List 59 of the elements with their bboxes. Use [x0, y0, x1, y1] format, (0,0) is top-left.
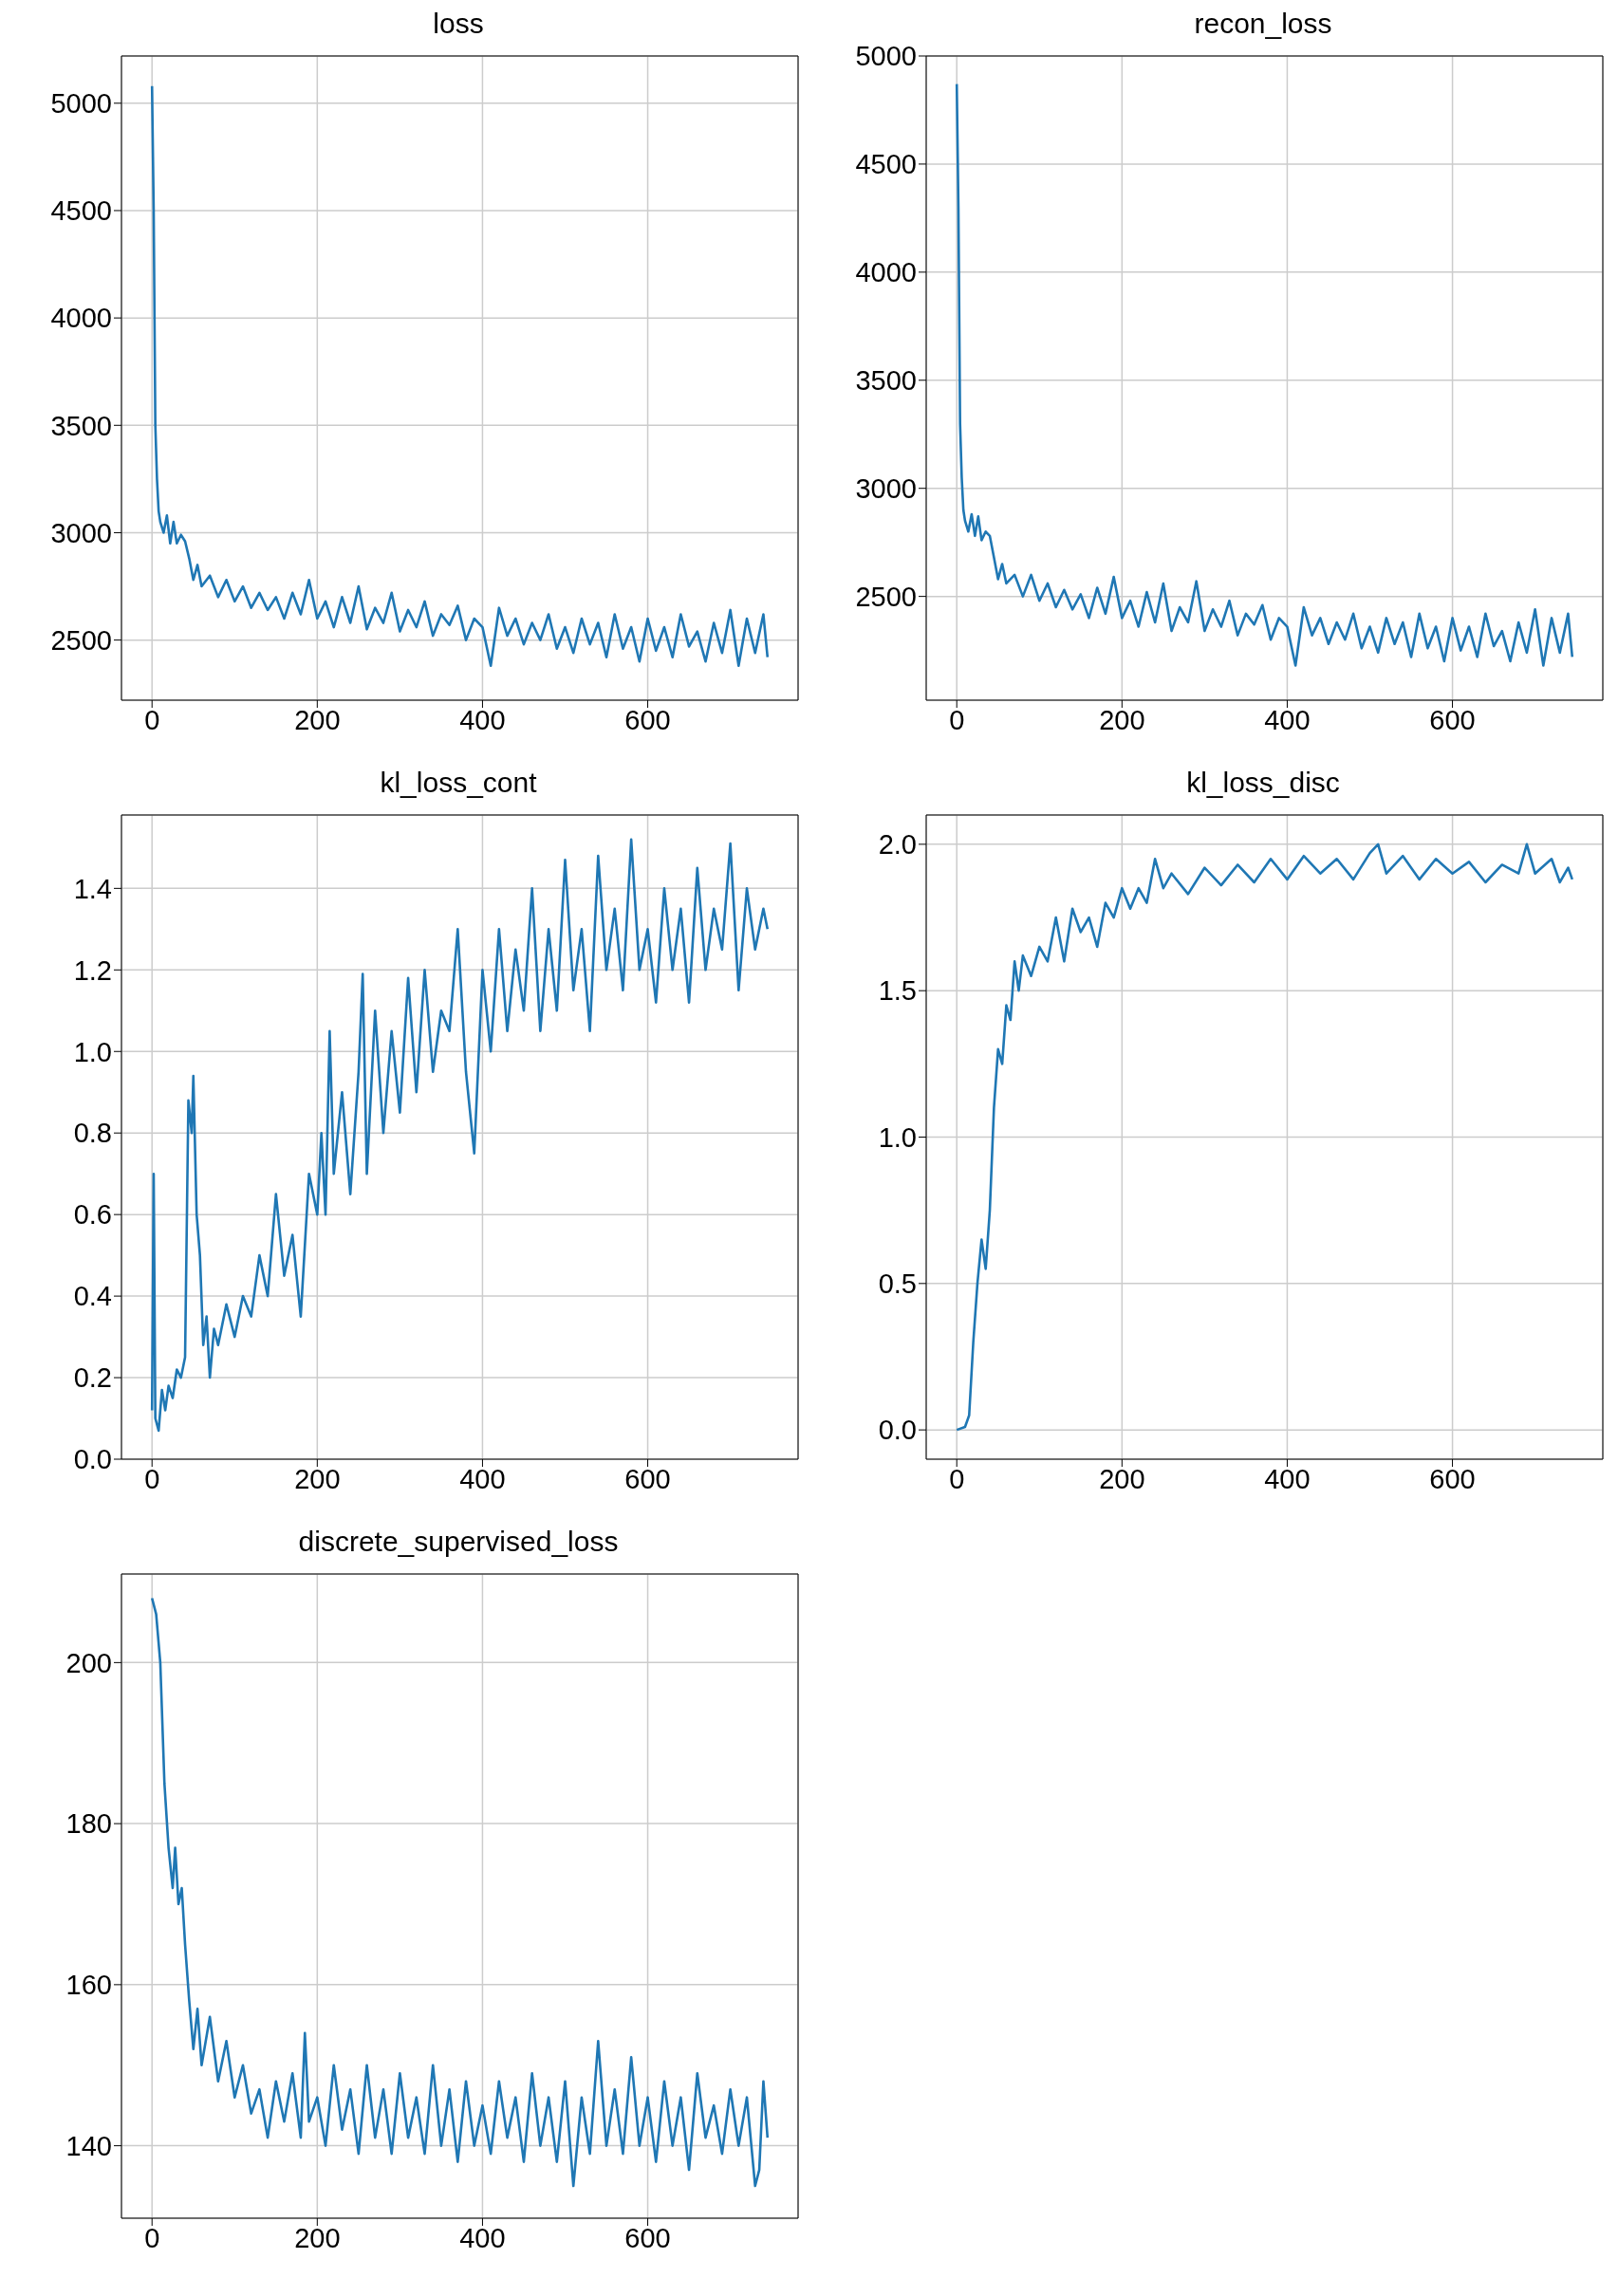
y-tick-label: 2.0: [878, 829, 917, 861]
y-tick-label: 0.5: [878, 1268, 917, 1300]
y-tick-label: 0.0: [878, 1415, 917, 1446]
line-series: [955, 842, 1574, 1432]
y-tick-label: 0.0: [73, 1444, 112, 1475]
y-tick-label: 3500: [50, 410, 112, 441]
x-tick-label: 400: [459, 1463, 506, 1494]
y-tick-label: 1.0: [73, 1036, 112, 1067]
y-tick-label: 4500: [50, 195, 112, 227]
y-tick-label: 0.4: [73, 1281, 112, 1312]
y-tick-label: 3500: [855, 365, 917, 397]
x-tick-label: 0: [144, 2222, 160, 2253]
x-tick-label: 200: [1099, 704, 1145, 735]
y-tick-label: 1.5: [878, 975, 917, 1007]
line-series: [150, 838, 770, 1433]
x-tick-label: 600: [1429, 1463, 1476, 1494]
y-tick-label: 0.6: [73, 1199, 112, 1231]
y-tick-label: 140: [65, 2130, 112, 2161]
y-tick-label: 1.2: [73, 954, 112, 986]
x-tick-label: 400: [1264, 704, 1311, 735]
line-series: [955, 83, 1574, 667]
x-tick-label: 600: [624, 704, 671, 735]
x-tick-label: 200: [294, 704, 341, 735]
y-tick-label: 2500: [50, 624, 112, 656]
chart-title: kl_loss_disc: [1185, 767, 1341, 798]
y-tick-label: 4000: [855, 257, 917, 288]
line-series: [150, 84, 770, 668]
y-tick-label: 0.8: [73, 1118, 112, 1149]
y-tick-label: 3000: [855, 473, 917, 504]
x-tick-label: 0: [144, 704, 160, 735]
x-tick-label: 600: [1429, 704, 1476, 735]
x-tick-label: 200: [294, 1463, 341, 1494]
x-tick-label: 400: [1264, 1463, 1311, 1494]
y-tick-label: 3000: [50, 517, 112, 548]
chart-title: kl_loss_cont: [379, 767, 538, 798]
chart-title: recon_loss: [1193, 8, 1333, 39]
x-tick-label: 600: [624, 2222, 671, 2253]
y-tick-label: 4000: [50, 303, 112, 334]
x-tick-label: 200: [1099, 1463, 1145, 1494]
x-tick-label: 0: [144, 1463, 160, 1494]
y-tick-label: 4500: [855, 149, 917, 180]
y-tick-label: 0.2: [73, 1362, 112, 1394]
chart-title: discrete_supervised_loss: [297, 1526, 620, 1557]
x-tick-label: 600: [624, 1463, 671, 1494]
x-tick-label: 400: [459, 2222, 506, 2253]
x-tick-label: 0: [949, 1463, 965, 1494]
chart-title: loss: [432, 8, 485, 39]
y-tick-label: 200: [65, 1647, 112, 1678]
y-tick-label: 5000: [855, 41, 917, 72]
y-tick-label: 1.4: [73, 873, 112, 904]
line-series: [150, 1597, 770, 2188]
x-tick-label: 200: [294, 2222, 341, 2253]
y-tick-label: 160: [65, 1970, 112, 2001]
y-tick-label: 180: [65, 1808, 112, 1840]
y-tick-label: 1.0: [878, 1121, 917, 1153]
x-tick-label: 0: [949, 704, 965, 735]
x-tick-label: 400: [459, 704, 506, 735]
y-tick-label: 5000: [50, 88, 112, 120]
y-tick-label: 2500: [855, 581, 917, 612]
